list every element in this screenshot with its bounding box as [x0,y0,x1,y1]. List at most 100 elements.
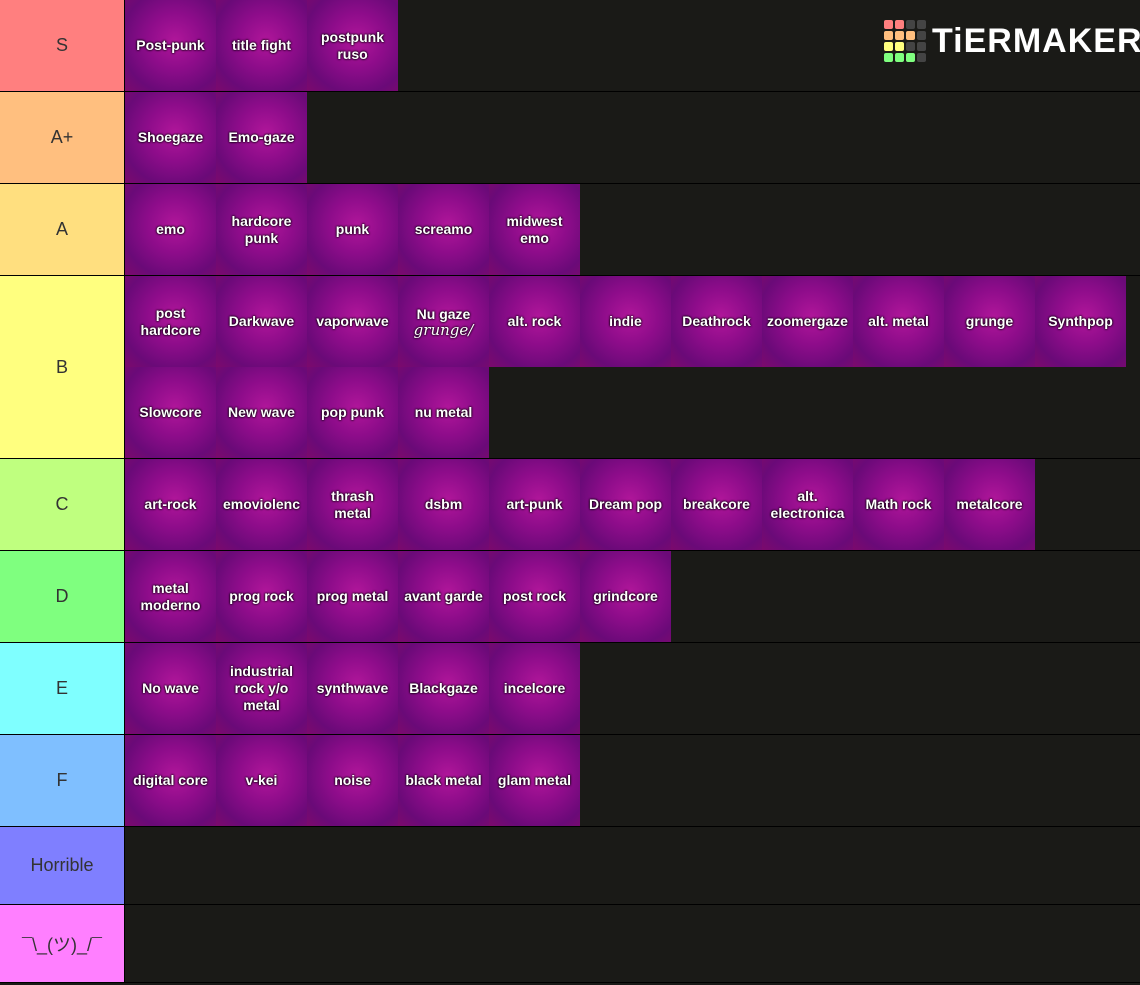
item-label: Post-punk [136,37,205,53]
item-label: Slowcore [139,404,202,420]
item-label: prog metal [316,588,389,604]
tier-item: Post-punk [125,0,216,91]
item-label: grunge [965,313,1014,329]
item-label: alt. rock [507,313,562,329]
tier-item: hardcore punk [216,184,307,275]
tier-label: F [0,735,125,826]
item-label: emoviolenc [222,496,301,512]
item-label: punk [335,221,370,237]
tier-items: art-rock emoviolenc thrash metal dsbm art-pu… [125,459,1140,550]
tier-item: Math rock [853,459,944,550]
item-label: emo [156,221,185,237]
tier-item: noise [307,735,398,826]
item-label: grindcore [593,588,658,604]
tier-item: Shoegaze [125,92,216,183]
tier-item: breakcore [671,459,762,550]
item-label: v-kei [245,772,278,788]
item-label: zoomergaze [767,313,848,329]
tier-items [125,905,1140,982]
item-label: pop punk [321,404,384,420]
item-label: prog rock [229,588,294,604]
tier-label: A [0,184,125,275]
tier-item: grunge [944,276,1035,367]
tier-item: industrial rock y/o metal [216,643,307,734]
item-label: art-rock [144,496,197,512]
tier-items [125,827,1140,904]
tier-item: pop punk [307,367,398,458]
tier-item: Emo-gaze [216,92,307,183]
logo-text: TiERMAKER [932,21,1140,60]
tier-item: post rock [489,551,580,642]
tier-item: punk [307,184,398,275]
item-label: Synthpop [1048,313,1113,329]
item-label: indie [609,313,642,329]
item-label: Dream pop [588,496,663,512]
item-label: art-punk [506,496,563,512]
item-label: Blackgaze [409,680,478,696]
tier-item: postpunk ruso [307,0,398,91]
tier-item: Darkwave [216,276,307,367]
tier-item: black metal [398,735,489,826]
tier-item: Blackgaze [398,643,489,734]
tier-label: C [0,459,125,550]
item-label: glam metal [497,772,572,788]
tier-item: prog rock [216,551,307,642]
item-label: synthwave [316,680,389,696]
item-label: digital core [133,772,208,788]
item-note: grunge/ [413,321,474,339]
tier-item: screamo [398,184,489,275]
tier-item: dsbm [398,459,489,550]
item-label: Emo-gaze [228,129,295,145]
tier-label: A+ [0,92,125,183]
tier-item: No wave [125,643,216,734]
tier-item: digital core [125,735,216,826]
tier-item: Nu gaze grunge/ [398,276,489,367]
tier-item: alt. electronica [762,459,853,550]
item-label: hardcore punk [231,212,292,246]
tier-label: B [0,276,125,458]
tier-items: digital core v-kei noise black metal glam me… [125,735,1140,826]
tier-row: ¯\_(ツ)_/¯ [0,905,1140,983]
item-label: Math rock [865,496,932,512]
item-label: Deathrock [682,313,751,329]
item-label: Shoegaze [137,129,204,145]
tier-item: art-punk [489,459,580,550]
tier-row: S Post-punk title fight postpunk ruso [0,0,1140,92]
tier-item: indie [580,276,671,367]
item-label: post rock [502,588,566,604]
item-label: nu metal [414,404,473,420]
tier-label: Horrible [0,827,125,904]
item-label: New wave [228,404,295,420]
item-label: vaporwave [316,313,389,329]
item-label: industrial rock y/o metal [229,663,293,713]
tier-item: zoomergaze [762,276,853,367]
item-label: Nu gaze [416,306,471,322]
tier-item: prog metal [307,551,398,642]
tier-item: avant garde [398,551,489,642]
tier-items: Post-punk title fight postpunk ruso [125,0,1140,91]
tier-items: metal moderno prog rock prog metal avant ga… [125,551,1140,642]
tier-row: E No wave industrial rock y/o metal synthwa… [0,643,1140,735]
item-label: metalcore [956,496,1023,512]
item-label: noise [334,772,371,788]
item-label: title fight [231,37,292,53]
tier-label: S [0,0,125,91]
tier-row: Horrible [0,827,1140,905]
tier-item: alt. rock [489,276,580,367]
tier-item: New wave [216,367,307,458]
tier-item: synthwave [307,643,398,734]
tier-item: emo [125,184,216,275]
tier-label: ¯\_(ツ)_/¯ [0,905,125,982]
tier-item: grindcore [580,551,671,642]
tier-item: vaporwave [307,276,398,367]
tier-items: No wave industrial rock y/o metal synthwav… [125,643,1140,734]
tier-item: Slowcore [125,367,216,458]
tier-items: emo hardcore punk punk screamo midwest emo [125,184,1140,275]
item-label: incelcore [503,680,566,696]
item-label: thrash metal [331,487,374,521]
tier-item: nu metal [398,367,489,458]
